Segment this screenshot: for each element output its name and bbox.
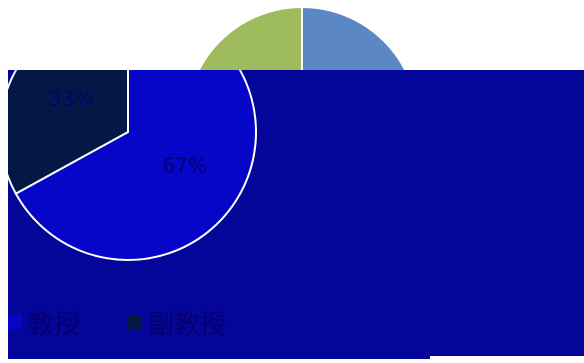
legend-item-professor: 教授: [8, 304, 80, 341]
legend-label-professor: 教授: [28, 309, 81, 340]
legend-swatch-professor: [8, 315, 22, 329]
legend-swatch-associate-professor: [128, 315, 143, 329]
legend-item-associate-professor: 副教授: [128, 304, 226, 341]
front-pie-data-label-0: 67%: [163, 154, 207, 178]
legend: 教授 副教授: [8, 304, 226, 341]
bottom-white-strip: [430, 356, 584, 361]
legend-label-associate-professor: 副教授: [148, 309, 227, 340]
front-pie-data-label-1: 33%: [49, 86, 93, 110]
